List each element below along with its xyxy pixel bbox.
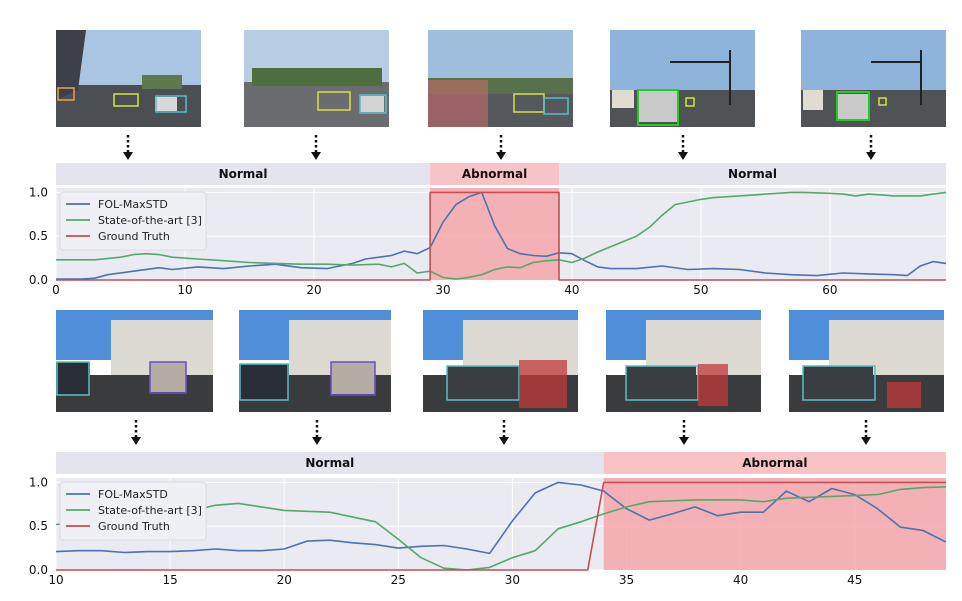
frame-image-5 <box>801 30 946 127</box>
frame-image-8 <box>423 310 578 412</box>
phase-band-0 <box>56 163 431 185</box>
y-tick-label: 0.0 <box>29 273 48 287</box>
x-tick-label: 20 <box>306 283 321 297</box>
legend-label: Ground Truth <box>98 230 170 243</box>
x-tick-label: 10 <box>177 283 192 297</box>
down-arrow-icon <box>866 135 876 160</box>
x-tick-label: 10 <box>48 573 63 587</box>
phase-label-0: Normal <box>305 456 354 470</box>
legend-box <box>59 481 207 541</box>
frame-image-2 <box>244 30 389 127</box>
frame-image-4 <box>610 30 755 127</box>
anomaly-score-chart-2: Normal Abnormal 10 15 20 25 30 35 40 45 0.0 0.5 1.0 F… <box>29 452 947 587</box>
legend-box <box>59 191 207 251</box>
x-tick-label: 15 <box>162 573 177 587</box>
down-arrow-icon <box>312 420 322 445</box>
y-tick-label: 1.0 <box>29 185 48 199</box>
frame-image-9 <box>606 310 761 412</box>
down-arrow-icon <box>679 420 689 445</box>
anomaly-score-chart-1: Normal Abnormal Normal 0 10 20 30 40 50 60 0.0 0.5 1… <box>29 163 947 297</box>
down-arrow-icon <box>499 420 509 445</box>
down-arrow-icon <box>311 135 321 160</box>
x-tick-label: 35 <box>619 573 634 587</box>
phase-band-1 <box>430 163 560 185</box>
frame-image-7 <box>239 310 391 412</box>
phase-band-2 <box>559 163 946 185</box>
x-tick-label: 50 <box>693 283 708 297</box>
down-arrow-icon <box>496 135 506 160</box>
legend-label: Ground Truth <box>98 520 170 533</box>
legend-label: FOL-MaxSTD <box>98 198 168 211</box>
phase-label-2: Normal <box>728 167 777 181</box>
x-tick-label: 0 <box>52 283 60 297</box>
phase-band-0 <box>56 452 604 474</box>
phase-label-1: Abnormal <box>462 167 527 181</box>
frame-image-6 <box>56 310 213 412</box>
frame-image-10 <box>789 310 944 412</box>
series-line-fol <box>55 481 947 555</box>
x-tick-label: 40 <box>564 283 579 297</box>
abnormal-region <box>603 478 946 570</box>
x-tick-label: 45 <box>847 573 862 587</box>
series-line-sota <box>56 191 947 280</box>
x-tick-label: 25 <box>391 573 406 587</box>
phase-label-1: Abnormal <box>742 456 807 470</box>
series-line-gt <box>56 191 946 281</box>
down-arrow-icon <box>131 420 141 445</box>
y-tick-label: 1.0 <box>29 475 48 489</box>
legend-label: FOL-MaxSTD <box>98 488 168 501</box>
abnormal-region <box>430 188 560 280</box>
x-tick-label: 60 <box>822 283 837 297</box>
x-tick-label: 40 <box>733 573 748 587</box>
phase-band-1 <box>603 452 946 474</box>
down-arrow-icon <box>123 135 133 160</box>
y-tick-label: 0.5 <box>29 229 48 243</box>
x-tick-label: 30 <box>505 573 520 587</box>
series-line-fol <box>56 191 947 280</box>
frame-image-1 <box>56 30 201 127</box>
series-line-sota <box>55 486 947 571</box>
down-arrow-icon <box>861 420 871 445</box>
legend-label: State-of-the-art [3] <box>98 214 202 227</box>
series-line-gt <box>56 481 946 571</box>
y-tick-label: 0.5 <box>29 519 48 533</box>
legend-label: State-of-the-art [3] <box>98 504 202 517</box>
phase-label-0: Normal <box>219 167 268 181</box>
frame-image-3 <box>428 30 573 127</box>
x-tick-label: 30 <box>435 283 450 297</box>
down-arrow-icon <box>678 135 688 160</box>
y-tick-label: 0.0 <box>29 563 48 577</box>
x-tick-label: 20 <box>277 573 292 587</box>
